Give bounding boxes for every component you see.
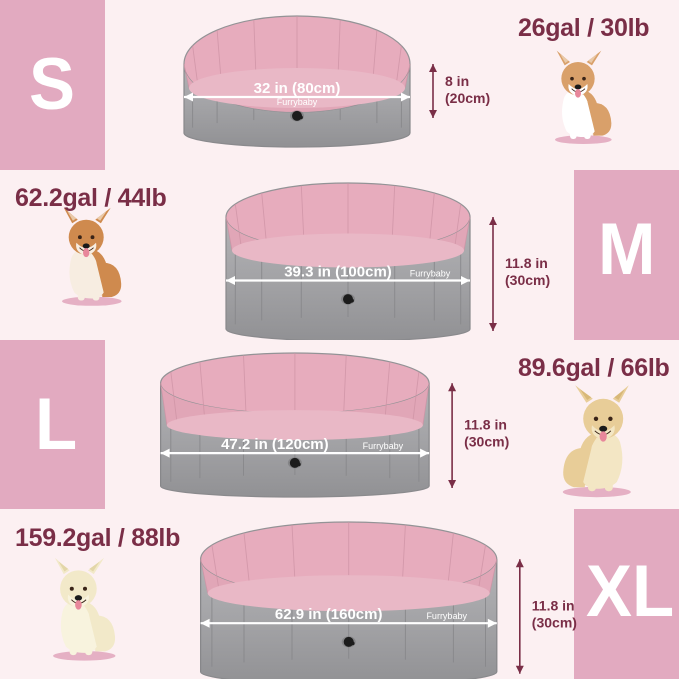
svg-text:Furrybaby: Furrybaby: [426, 611, 467, 621]
svg-text:11.8 in: 11.8 in: [532, 598, 575, 614]
svg-text:Furrybaby: Furrybaby: [410, 268, 451, 278]
svg-text:Furrybaby: Furrybaby: [277, 97, 318, 107]
svg-text:Furrybaby: Furrybaby: [363, 441, 404, 451]
svg-text:11.8 in: 11.8 in: [464, 416, 507, 432]
svg-text:(20cm): (20cm): [445, 90, 490, 106]
svg-text:32 in (80cm): 32 in (80cm): [254, 80, 341, 97]
svg-text:62.9 in (160cm): 62.9 in (160cm): [275, 606, 383, 623]
svg-text:(30cm): (30cm): [464, 433, 509, 449]
svg-text:8 in: 8 in: [445, 73, 469, 89]
svg-text:(30cm): (30cm): [505, 272, 550, 288]
svg-text:(30cm): (30cm): [532, 615, 577, 631]
svg-text:47.2 in (120cm): 47.2 in (120cm): [221, 436, 329, 453]
svg-text:11.8 in: 11.8 in: [505, 255, 548, 271]
svg-text:39.3 in (100cm): 39.3 in (100cm): [284, 263, 392, 280]
